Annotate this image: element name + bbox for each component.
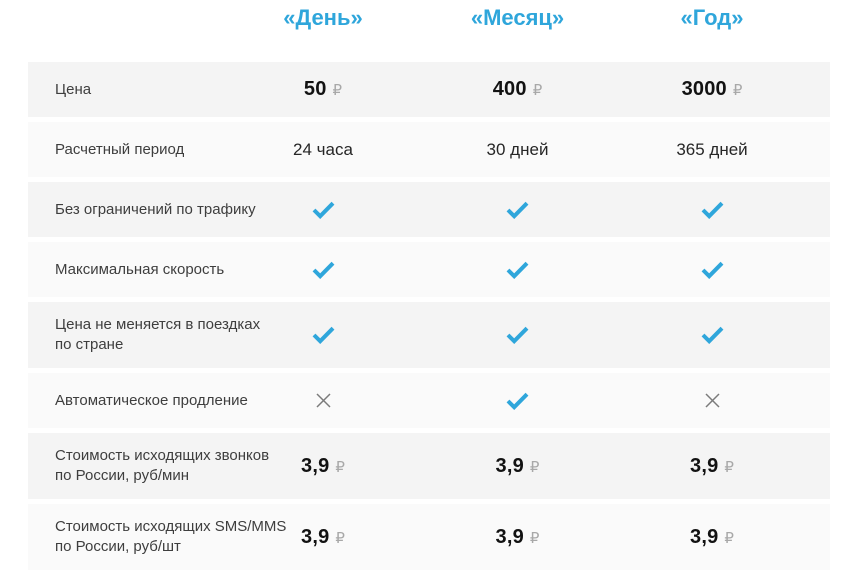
table-row: Максимальная скорость <box>28 242 830 297</box>
row-label: Стоимость исходящих звонков по России, р… <box>55 447 270 484</box>
row-label: Цена <box>55 80 92 98</box>
check-icon <box>506 201 529 219</box>
ruble-sign: ₽ <box>529 529 540 547</box>
plan-header-year: «Год» <box>616 5 808 31</box>
plan-header-row: «День» «Месяц» «Год» <box>28 0 830 62</box>
text-cell: 24 часа <box>293 139 353 159</box>
check-cell <box>419 261 616 279</box>
row-label: Без ограничений по трафику <box>55 200 256 218</box>
price-cell: 3,9 ₽ <box>227 526 419 549</box>
check-icon <box>701 201 724 219</box>
plan-tab-month[interactable]: «Месяц» <box>470 5 565 30</box>
table-row: Без ограничений по трафику <box>28 182 830 237</box>
check-icon <box>506 261 529 279</box>
table-row: Расчетный период 24 часа 30 дней 365 дне… <box>28 122 830 177</box>
check-cell <box>227 326 419 344</box>
check-cell <box>227 201 419 219</box>
table-row: Автоматическое продление <box>28 373 830 428</box>
price-cell: 3000 ₽ <box>616 78 808 101</box>
cross-cell <box>616 392 808 409</box>
check-icon <box>701 326 724 344</box>
price-cell: 3,9 ₽ <box>419 455 616 478</box>
row-label: Стоимость исходящих SMS/MMS по России, р… <box>55 518 287 555</box>
cross-icon <box>704 392 721 409</box>
ruble-sign: ₽ <box>335 458 345 476</box>
check-cell <box>419 326 616 344</box>
price-amount: 400 <box>492 78 527 100</box>
ruble-sign: ₽ <box>532 82 543 99</box>
price-cell: 3,9 ₽ <box>616 526 808 549</box>
row-label: Автоматическое продление <box>55 391 248 409</box>
price-amount: 3,9 <box>301 525 330 548</box>
check-cell <box>616 201 808 219</box>
ruble-sign: ₽ <box>332 82 343 99</box>
check-cell <box>616 326 808 344</box>
check-icon <box>506 392 529 410</box>
table-row: Стоимость исходящих звонков по России, р… <box>28 433 830 499</box>
check-cell <box>419 392 616 410</box>
plan-header-month: «Месяц» <box>419 5 616 31</box>
check-cell <box>227 261 419 279</box>
check-cell <box>616 261 808 279</box>
row-label: Цена не меняется в поездках по стране <box>55 316 261 353</box>
text-cell: 30 дней <box>486 139 549 159</box>
table-body: Цена 50 ₽ 400 ₽ 3000 ₽ Расчетный период … <box>28 62 830 570</box>
price-amount: 50 <box>303 78 327 100</box>
price-cell: 3,9 ₽ <box>419 526 616 549</box>
price-amount: 3,9 <box>495 454 524 477</box>
ruble-sign: ₽ <box>724 458 734 476</box>
check-icon <box>701 261 724 279</box>
plan-tab-day[interactable]: «День» <box>283 5 363 30</box>
table-row: Цена не меняется в поездках по стране <box>28 302 830 368</box>
price-amount: 3,9 <box>301 454 330 477</box>
price-amount: 3,9 <box>690 525 719 548</box>
ruble-sign: ₽ <box>529 458 540 476</box>
ruble-sign: ₽ <box>335 529 345 547</box>
check-icon <box>312 201 335 219</box>
plan-tab-year[interactable]: «Год» <box>680 5 744 30</box>
price-cell: 3,9 ₽ <box>227 455 419 478</box>
check-icon <box>506 326 529 344</box>
cross-icon <box>315 392 332 409</box>
plan-header-day: «День» <box>227 5 419 31</box>
price-cell: 400 ₽ <box>419 78 616 101</box>
price-amount: 3000 <box>681 78 727 100</box>
row-label: Расчетный период <box>55 140 185 158</box>
ruble-sign: ₽ <box>724 529 734 547</box>
row-label: Максимальная скорость <box>55 260 225 278</box>
check-icon <box>312 261 335 279</box>
price-amount: 3,9 <box>495 525 524 548</box>
cross-cell <box>227 392 419 409</box>
price-cell: 3,9 ₽ <box>616 455 808 478</box>
check-cell <box>419 201 616 219</box>
ruble-sign: ₽ <box>732 82 743 99</box>
text-cell: 365 дней <box>676 139 748 159</box>
tariff-comparison-table: «День» «Месяц» «Год» Цена 50 ₽ 400 ₽ 300… <box>28 0 830 570</box>
price-cell: 50 ₽ <box>227 78 419 101</box>
table-row: Стоимость исходящих SMS/MMS по России, р… <box>28 504 830 570</box>
price-amount: 3,9 <box>690 454 719 477</box>
check-icon <box>312 326 335 344</box>
table-row: Цена 50 ₽ 400 ₽ 3000 ₽ <box>28 62 830 117</box>
